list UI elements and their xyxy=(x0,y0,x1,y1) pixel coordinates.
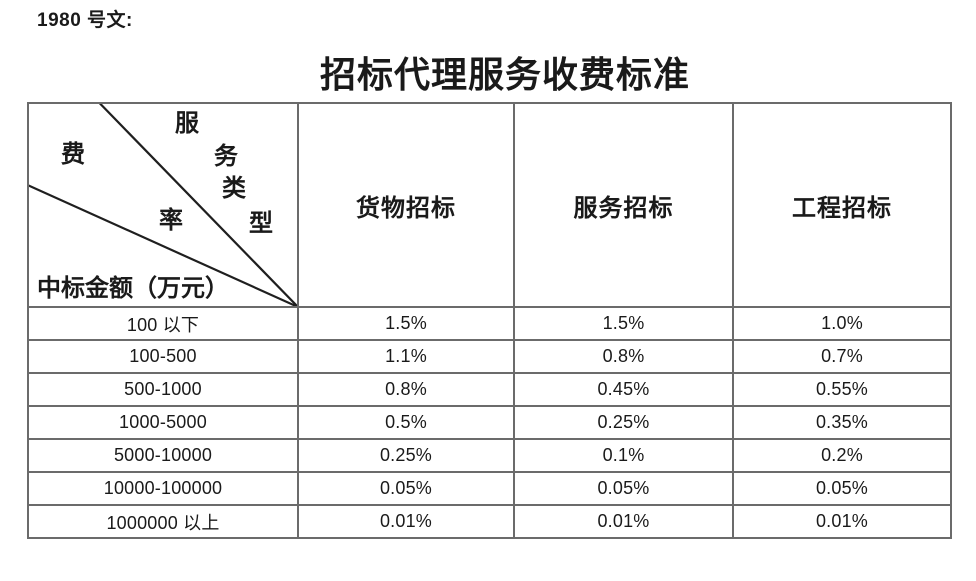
table-row: 1000-5000 0.5% 0.25% 0.35% xyxy=(27,405,952,440)
corner-header-cell: 服 务 类 型 费 率 中标金额（万元） xyxy=(27,102,299,308)
rate-cell: 0.45% xyxy=(513,372,734,407)
amount-cell: 1000000 以上 xyxy=(27,504,299,539)
rate-cell: 0.01% xyxy=(732,504,952,539)
page-title: 招标代理服务收费标准 xyxy=(319,55,690,95)
rate-cell: 0.05% xyxy=(513,471,734,506)
column-header-works: 工程招标 xyxy=(732,102,952,308)
corner-fee-rate-char: 率 xyxy=(159,208,183,234)
rate-cell: 0.7% xyxy=(732,339,952,374)
table-row: 5000-10000 0.25% 0.1% 0.2% xyxy=(27,438,952,473)
table-row: 1000000 以上 0.01% 0.01% 0.01% xyxy=(27,504,952,539)
fee-standard-table: 服 务 类 型 费 率 中标金额（万元） 货物招标 服务招标 工程招标 100 … xyxy=(27,102,952,539)
rate-cell: 0.5% xyxy=(297,405,515,440)
doc-number-label: 1980 号文: xyxy=(37,10,133,31)
diagonal-lines xyxy=(30,105,296,305)
rate-cell: 0.01% xyxy=(513,504,734,539)
rate-cell: 0.55% xyxy=(732,372,952,407)
corner-service-type-char: 型 xyxy=(249,211,273,237)
diagonal-line-upper xyxy=(99,105,296,305)
table-header-row: 服 务 类 型 费 率 中标金额（万元） 货物招标 服务招标 工程招标 xyxy=(27,102,952,308)
diagonal-line-lower xyxy=(30,184,296,305)
corner-service-type-char: 服 xyxy=(175,111,199,137)
rate-cell: 0.25% xyxy=(297,438,515,473)
rate-cell: 0.01% xyxy=(297,504,515,539)
rate-cell: 1.5% xyxy=(513,306,734,341)
rate-cell: 0.1% xyxy=(513,438,734,473)
corner-fee-rate-char: 费 xyxy=(61,142,85,168)
rate-cell: 0.2% xyxy=(732,438,952,473)
table-row: 10000-100000 0.05% 0.05% 0.05% xyxy=(27,471,952,506)
column-header-services: 服务招标 xyxy=(513,102,734,308)
rate-cell: 1.5% xyxy=(297,306,515,341)
table-row: 500-1000 0.8% 0.45% 0.55% xyxy=(27,372,952,407)
rate-cell: 1.0% xyxy=(732,306,952,341)
amount-cell: 5000-10000 xyxy=(27,438,299,473)
table-row: 100-500 1.1% 0.8% 0.7% xyxy=(27,339,952,374)
amount-cell: 100-500 xyxy=(27,339,299,374)
corner-service-type-char: 务 xyxy=(214,144,238,170)
rate-cell: 1.1% xyxy=(297,339,515,374)
rate-cell: 0.25% xyxy=(513,405,734,440)
corner-amount-label: 中标金额（万元） xyxy=(37,276,229,302)
amount-cell: 500-1000 xyxy=(27,372,299,407)
rate-cell: 0.05% xyxy=(297,471,515,506)
rate-cell: 0.8% xyxy=(297,372,515,407)
amount-cell: 10000-100000 xyxy=(27,471,299,506)
rate-cell: 0.8% xyxy=(513,339,734,374)
rate-cell: 0.05% xyxy=(732,471,952,506)
amount-cell: 1000-5000 xyxy=(27,405,299,440)
amount-cell: 100 以下 xyxy=(27,306,299,341)
rate-cell: 0.35% xyxy=(732,405,952,440)
column-header-goods: 货物招标 xyxy=(297,102,515,308)
table-row: 100 以下 1.5% 1.5% 1.0% xyxy=(27,306,952,341)
corner-service-type-char: 类 xyxy=(222,176,246,202)
